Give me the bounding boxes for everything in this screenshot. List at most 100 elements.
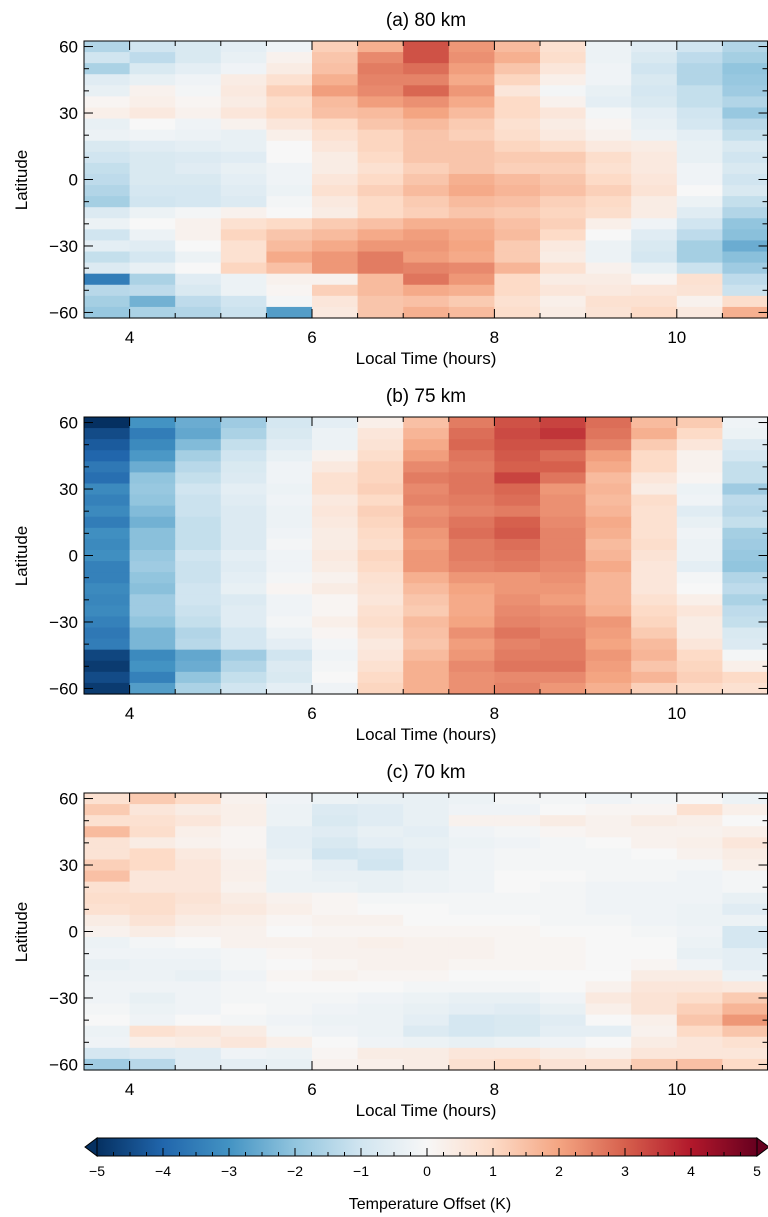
heatmap-cell [631,306,678,319]
heatmap-cell [312,229,359,242]
heatmap-cell [631,450,678,462]
heatmap-cell [129,196,176,208]
heatmap-cell [676,1058,723,1071]
heatmap-cell [312,1047,359,1060]
heatmap-cell [722,516,768,529]
heatmap-cell [631,140,678,153]
heatmap-cell [312,151,359,164]
heatmap-cell [357,262,404,275]
heatmap-cell [220,295,267,308]
heatmap-cell [631,992,678,1005]
heatmap-cell [676,826,723,838]
heatmap-cell [312,948,359,960]
heatmap-cell [129,483,176,496]
heatmap-cell [266,914,313,927]
heatmap-cell [220,1003,267,1016]
heatmap-cell [631,52,678,64]
heatmap-cell [448,914,495,927]
heatmap-cell [220,185,267,197]
heatmap-cell [266,140,313,153]
heatmap-cell [312,74,359,86]
heatmap-cell [585,793,632,805]
heatmap-cell [540,804,587,816]
heatmap-cell [494,118,541,131]
heatmap-cell [403,516,450,529]
heatmap-cell [357,538,404,551]
heatmap-cell [357,251,404,264]
heatmap-cell [175,572,222,584]
heatmap-cell [357,218,404,230]
heatmap-cell [129,925,176,938]
heatmap-cell [722,627,768,640]
heatmap-cell [448,671,495,684]
heatmap-cell [494,185,541,197]
y-tick-label: 60 [59,38,78,57]
heatmap-cell [312,638,359,651]
heatmap-cell [175,262,222,275]
heatmap-cell [448,129,495,142]
heatmap-cell [448,538,495,551]
heatmap-cell [220,605,267,618]
heatmap-cell [84,649,131,662]
heatmap-cell [540,207,587,219]
heatmap-cell [631,107,678,120]
heatmap-cell [631,561,678,573]
heatmap-cell [220,118,267,131]
heatmap-cell [84,196,131,208]
heatmap-cell [403,992,450,1005]
heatmap-cell [540,859,587,872]
heatmap-cell [220,1014,267,1027]
heatmap-cell [129,461,176,473]
heatmap-cell [175,903,222,916]
heatmap-cell [357,483,404,496]
heatmap-cell [312,162,359,175]
heatmap-cell [357,793,404,805]
heatmap-cell [129,140,176,153]
heatmap-cell [494,682,541,695]
heatmap-cell [448,207,495,219]
heatmap-cell [266,925,313,938]
heatmap-cell [129,881,176,894]
heatmap-cell [220,870,267,883]
heatmap-cell [312,959,359,971]
heatmap-cell [175,682,222,695]
heatmap-cell [357,660,404,673]
heatmap-cell [129,948,176,960]
heatmap-cell [540,229,587,242]
heatmap-cell [312,815,359,827]
heatmap-cell [585,948,632,960]
heatmap-cell [175,616,222,629]
heatmap-cell [175,804,222,816]
colorbar-tick-label: −4 [155,1163,171,1179]
heatmap-cell [84,682,131,695]
heatmap-cell [631,273,678,286]
heatmap-cell [676,162,723,175]
heatmap-cell [403,649,450,662]
heatmap-cell [129,185,176,197]
heatmap-cell [220,538,267,551]
heatmap-cell [220,262,267,275]
heatmap-cell [494,660,541,673]
heatmap-cell [631,538,678,551]
heatmap-cell [220,937,267,949]
heatmap-cell [357,826,404,838]
heatmap-cell [631,682,678,695]
heatmap-cell [266,516,313,529]
heatmap-cell [494,572,541,584]
heatmap-cell [676,616,723,629]
heatmap-cell [631,1036,678,1049]
heatmap-cell [357,428,404,440]
heatmap-cell [220,1058,267,1071]
heatmap-cell [722,970,768,982]
heatmap-cell [266,527,313,540]
heatmap-cell [585,937,632,949]
heatmap-cell [631,959,678,971]
heatmap-cell [585,616,632,629]
heatmap-cell [84,583,131,595]
heatmap-cell [722,505,768,518]
heatmap-cell [631,981,678,994]
heatmap-cell [129,1036,176,1049]
heatmap-cell [129,118,176,131]
heatmap-cell [448,605,495,618]
